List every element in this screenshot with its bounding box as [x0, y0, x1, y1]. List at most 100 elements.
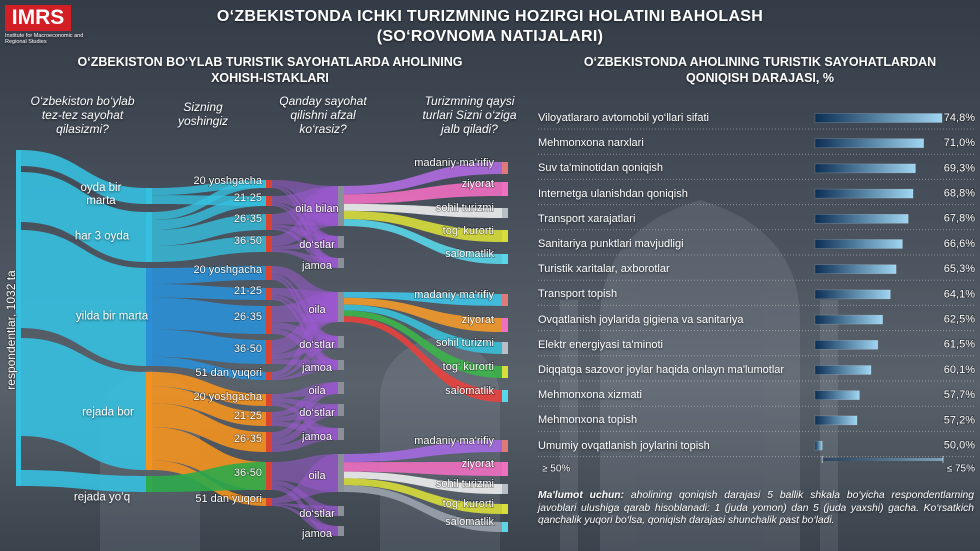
frequency-label: oyda bir marta — [80, 182, 122, 207]
bar — [814, 163, 916, 174]
flow — [344, 478, 502, 514]
frequency-label: rejada yo‘q — [73, 491, 131, 504]
flow — [20, 150, 146, 204]
node — [266, 432, 272, 452]
category-label: Ovqatlanish joylarida gigiena va sanitar… — [538, 313, 744, 326]
value-label: 64,1% — [944, 288, 975, 300]
age-label: 51 dan yuqori — [195, 367, 262, 379]
tourism-type-label: tog‘ kurorti — [443, 498, 494, 510]
tourism-type-label: salomatlik — [445, 248, 494, 260]
node — [146, 476, 152, 492]
node — [502, 462, 508, 476]
age-label: 36-50 — [234, 343, 262, 355]
footnote-text: aholining qoniqish darajasi 5 ballik shk… — [538, 490, 974, 526]
tourism-type-label: ziyorat — [462, 178, 494, 190]
color-scale-strip — [822, 458, 943, 461]
flow — [272, 360, 338, 380]
tourism-type-label: ziyorat — [462, 314, 494, 326]
node — [502, 440, 508, 452]
node — [266, 394, 272, 406]
bar-chart-title: O‘ZBEKISTONDA AHOLINING TURISTIK SAYOHAT… — [583, 55, 937, 85]
tourism-type-label: madaniy-ma'rifiy — [414, 157, 494, 169]
flow — [344, 182, 502, 204]
flow — [272, 292, 338, 377]
companion-label: jamoa — [301, 528, 333, 540]
node — [266, 288, 272, 300]
node — [266, 306, 272, 334]
node — [338, 336, 344, 348]
value-label: 71,0% — [944, 137, 975, 149]
flow — [272, 336, 338, 379]
flow — [272, 236, 338, 250]
flow — [152, 297, 266, 334]
node — [146, 372, 152, 470]
node — [266, 498, 272, 506]
bar — [814, 314, 883, 325]
flow — [152, 236, 266, 262]
flow — [152, 214, 266, 246]
bar — [814, 289, 891, 300]
tourism-type-label: ziyorat — [462, 458, 494, 470]
tourism-type-label: sohil turizmi — [436, 337, 494, 349]
companion-label: do‘stlar — [299, 407, 335, 419]
node — [338, 526, 344, 536]
category-label: Elektr energiyasi ta'minoti — [538, 338, 663, 351]
flow — [344, 210, 502, 242]
tourism-type-label: tog‘ kurorti — [443, 225, 494, 237]
age-label: 26-35 — [234, 433, 262, 445]
node — [338, 404, 344, 416]
category-label: Viloyatlararo avtomobil yo‘llari sifati — [538, 112, 709, 124]
value-label: 62,5% — [944, 314, 975, 326]
tourism-type-label: salomatlik — [445, 516, 494, 528]
value-label: 57,7% — [944, 389, 975, 401]
age-label: 20 yoshgacha — [194, 264, 263, 276]
age-label: 26-35 — [234, 213, 262, 225]
logo: IMRS — [5, 5, 71, 31]
bar — [814, 188, 914, 199]
flow — [272, 485, 338, 536]
node — [266, 372, 272, 380]
node — [502, 230, 508, 242]
flow — [272, 454, 338, 504]
tourism-type-label: tog‘ kurorti — [443, 361, 494, 373]
node — [338, 258, 344, 268]
title: O‘ZBEKISTONDA ICHKI TURIZMNING HOZIRGI H… — [216, 8, 764, 25]
flow — [344, 485, 502, 532]
age-label: 36-50 — [234, 235, 262, 247]
node — [338, 292, 344, 322]
frequency-label: rejada bor — [82, 406, 134, 419]
flow — [152, 196, 266, 230]
bar — [814, 415, 858, 426]
flow — [344, 316, 502, 402]
flow — [272, 186, 338, 247]
node — [146, 268, 152, 366]
node — [266, 266, 272, 280]
age-label: 21-25 — [234, 410, 262, 422]
frequency-label: yilda bir marta — [75, 310, 149, 323]
bar — [814, 214, 909, 224]
companion-label: oila — [308, 385, 326, 397]
age-label: 36-50 — [234, 467, 262, 479]
value-label: 61,5% — [944, 339, 975, 351]
value-label: 65,3% — [944, 263, 975, 275]
node — [338, 382, 344, 394]
flow — [272, 504, 338, 536]
node — [502, 390, 508, 402]
value-label: 67,8% — [944, 213, 975, 225]
node — [502, 366, 508, 378]
node — [146, 212, 152, 262]
question: Qanday sayohat qilishni afzal ko‘rasiz? — [279, 94, 367, 136]
category-label: Mehmonxona narxlari — [538, 137, 644, 150]
bar — [814, 340, 879, 350]
node — [266, 214, 272, 230]
flow — [272, 382, 338, 439]
node — [502, 208, 508, 218]
age-label: 21-25 — [234, 285, 262, 297]
category-label: Transport xarajatlari — [538, 212, 636, 225]
age-label: 20 yoshgacha — [194, 175, 263, 187]
companion-label: jamoa — [301, 260, 333, 272]
category-label: Mehmonxona xizmati — [538, 389, 642, 402]
node — [266, 462, 272, 490]
category-label: Suv ta'minotidan qoniqish — [538, 162, 664, 175]
